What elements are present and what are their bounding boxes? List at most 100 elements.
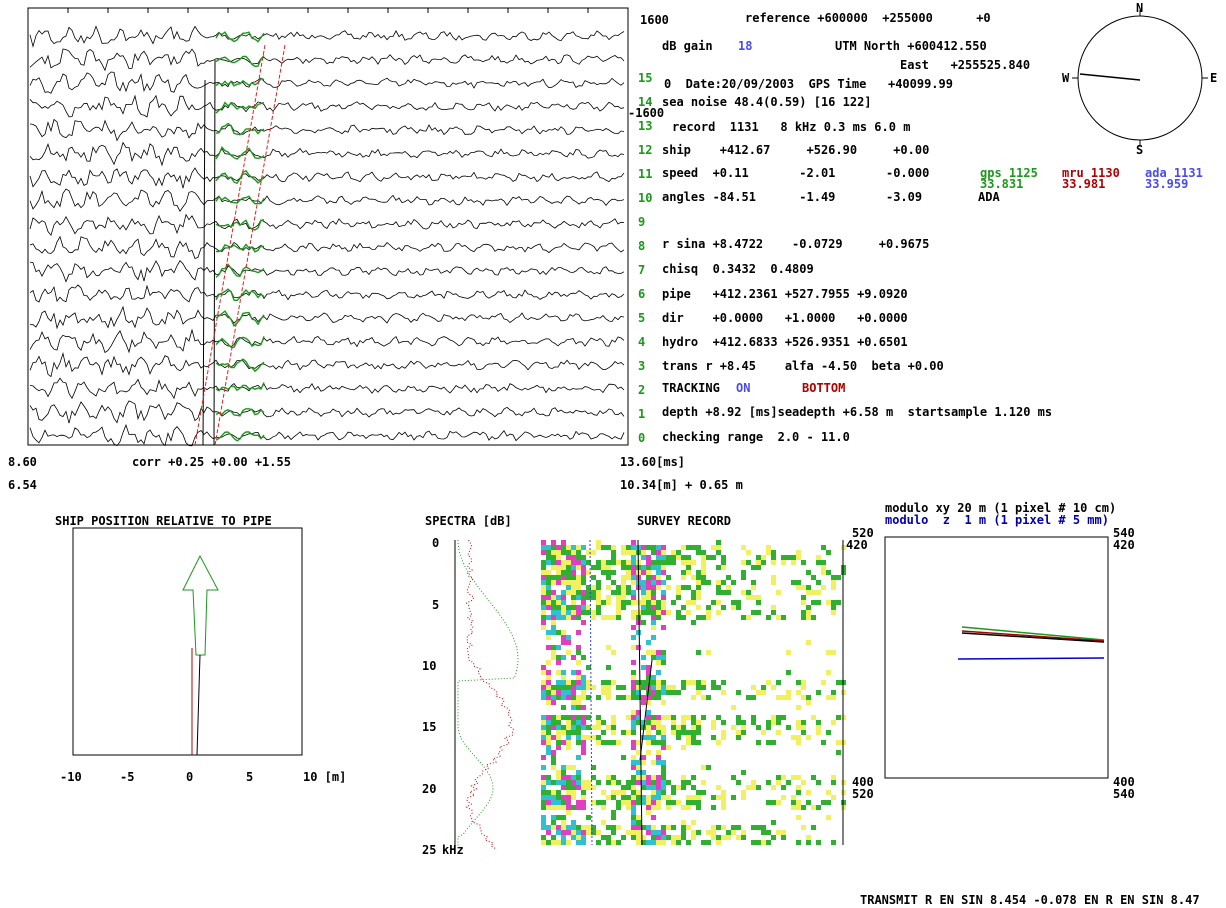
survey-pixel [616, 825, 621, 830]
survey-pixel [591, 610, 596, 615]
survey-pixel [556, 660, 561, 665]
survey-pixel [661, 560, 666, 565]
survey-pixel [786, 555, 791, 560]
survey-pixel [716, 715, 721, 720]
survey-pixel [776, 775, 781, 780]
survey-pixel [661, 680, 666, 685]
survey-pixel [561, 785, 566, 790]
survey-pixel [566, 560, 571, 565]
survey-pixel [766, 720, 771, 725]
survey-pixel [571, 570, 576, 575]
survey-pixel [611, 840, 616, 845]
survey-pixel [556, 795, 561, 800]
survey-pixel [596, 740, 601, 745]
survey-pixel [651, 735, 656, 740]
survey-pixel [551, 580, 556, 585]
survey-pixel [646, 800, 651, 805]
survey-pixel [661, 700, 666, 705]
survey-pixel [646, 555, 651, 560]
survey-pixel [686, 560, 691, 565]
survey-pixel [591, 595, 596, 600]
survey-pixel [646, 780, 651, 785]
survey-pixel [681, 605, 686, 610]
survey-pixel [801, 600, 806, 605]
survey-pixel [786, 780, 791, 785]
survey-pixel [656, 660, 661, 665]
trace [30, 72, 624, 93]
survey-pixel [561, 545, 566, 550]
survey-pixel [611, 790, 616, 795]
survey-pixel [816, 580, 821, 585]
survey-pixel [716, 580, 721, 585]
survey-pixel [681, 685, 686, 690]
survey-pixel [596, 720, 601, 725]
survey-pixel [751, 610, 756, 615]
survey-pixel [761, 730, 766, 735]
survey-pixel [826, 800, 831, 805]
survey-pixel [686, 585, 691, 590]
dist-end: 10.34[m] + 0.65 m [620, 478, 743, 492]
survey-pixel [576, 675, 581, 680]
trace [30, 401, 624, 423]
survey-pixel [796, 550, 801, 555]
survey-pixel [541, 600, 546, 605]
survey-pixel [711, 795, 716, 800]
survey-pixel [561, 575, 566, 580]
survey-pixel [826, 730, 831, 735]
survey-pixel [756, 595, 761, 600]
channel-label: 2 [638, 383, 645, 397]
survey-pixel [576, 700, 581, 705]
survey-pixel [686, 800, 691, 805]
trace [30, 307, 624, 328]
survey-pixel [561, 730, 566, 735]
survey-pixel [556, 545, 561, 550]
survey-pixel [701, 570, 706, 575]
survey-pixel [651, 620, 656, 625]
survey-pixel [561, 675, 566, 680]
survey-pixel [656, 610, 661, 615]
survey-pixel [801, 560, 806, 565]
survey-pixel [766, 800, 771, 805]
survey-pixel [676, 595, 681, 600]
survey-pixel [811, 600, 816, 605]
survey-pixel [541, 685, 546, 690]
survey-pixel [671, 600, 676, 605]
survey-pixel [626, 570, 631, 575]
survey-pixel [641, 700, 646, 705]
survey-pixel [801, 585, 806, 590]
survey-pixel [541, 605, 546, 610]
survey-pixel [716, 540, 721, 545]
survey-pixel [751, 685, 756, 690]
survey-pixel [751, 825, 756, 830]
survey-pixel [596, 540, 601, 545]
trace [30, 215, 624, 236]
survey-pixel [556, 555, 561, 560]
survey-pixel [651, 600, 656, 605]
survey-pixel [546, 750, 551, 755]
survey-pixel [701, 715, 706, 720]
survey-pixel [541, 540, 546, 545]
survey-pixel [581, 735, 586, 740]
survey-pixel [806, 570, 811, 575]
survey-pixel [556, 605, 561, 610]
survey-pixel [571, 575, 576, 580]
survey-pixel [756, 690, 761, 695]
survey-pixel [566, 575, 571, 580]
survey-pixel [691, 735, 696, 740]
survey-pixel [661, 725, 666, 730]
survey-pixel [716, 685, 721, 690]
survey-pixel [576, 740, 581, 745]
survey-pixel [566, 745, 571, 750]
survey-pixel [761, 830, 766, 835]
ship-position-frame [73, 528, 302, 755]
survey-pixel [541, 595, 546, 600]
survey-pixel [626, 800, 631, 805]
angles-source: ADA [978, 190, 1000, 204]
survey-pixel [631, 760, 636, 765]
survey-pixel [696, 730, 701, 735]
survey-pixel [556, 580, 561, 585]
survey-pixel [631, 825, 636, 830]
survey-pixel [641, 760, 646, 765]
survey-pixel [701, 695, 706, 700]
survey-pixel [581, 685, 586, 690]
